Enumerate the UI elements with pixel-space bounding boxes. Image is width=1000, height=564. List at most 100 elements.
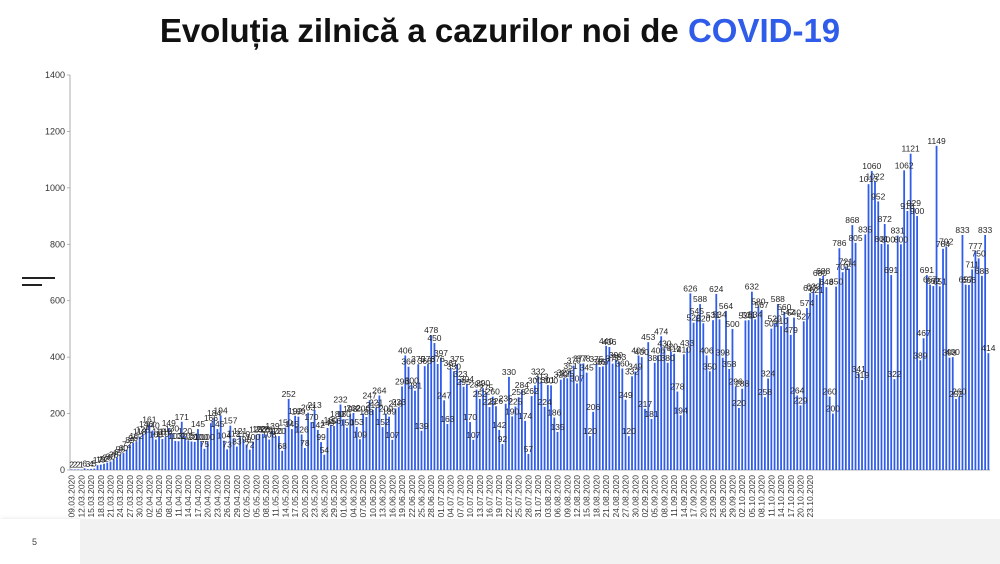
x-tick-label: 04.06.2020 [348,475,358,518]
bar [728,368,731,470]
bar [832,413,834,470]
slide-title: Evoluția zilnică a cazurilor noi de COVI… [0,12,1000,50]
bar [336,419,339,470]
bar [864,234,867,470]
bar-value-label: 397 [434,348,448,358]
x-tick-label: 14.05.2020 [280,475,290,518]
bar-value-label: 626 [683,283,697,293]
bar [984,234,987,470]
bar-value-label: 453 [641,332,655,342]
bar [90,468,92,470]
x-tick-label: 08.09.2020 [659,475,669,518]
bar [919,360,922,470]
bar-value-label: 156 [327,416,341,426]
bar-value-label: 120 [178,426,192,436]
bar-value-label: 126 [295,424,309,434]
bar [297,416,300,470]
bar [666,362,669,470]
bar-value-label: 1062 [895,160,914,170]
bar-value-label: 580 [751,296,765,306]
bar-value-label: 150 [278,418,292,428]
bar [129,444,131,470]
x-tick-label: 10.06.2020 [368,475,378,518]
bar [284,427,287,470]
bar-value-label: 120 [269,426,283,436]
bar [686,347,688,470]
bar [365,416,368,470]
bar-value-label: 202 [346,403,360,413]
x-tick-label-layer: 09.03.2020 12.03.2020 15.03.2020 18.03.2020… [67,475,816,518]
x-tick-label: 08.10.2020 [757,475,767,518]
bar [981,275,983,470]
x-tick-label: 10.07.2020 [465,475,475,518]
slide-footer [0,519,80,564]
bar [948,357,951,470]
bar-value-label: 22 [99,454,109,464]
bar-value-label: 478 [424,325,438,335]
bar-value-label: 588 [771,294,785,304]
bar-value-label: 264 [372,386,386,396]
bar-value-label: 235 [499,394,513,404]
bar-value-label: 420 [664,342,678,352]
bar [932,286,935,470]
bar-value-label: 200 [826,404,840,414]
bar-value-label: 1060 [862,161,881,171]
bar-value-label: 153 [350,417,364,427]
bar [229,425,232,470]
bar-value-label: 213 [307,400,321,410]
bar-value-label: 527 [797,311,811,321]
bar [712,320,714,470]
bar [605,345,608,470]
bar [624,399,627,470]
bar-value-label: 542 [780,307,794,317]
bar [375,407,378,470]
bar [715,293,718,470]
x-tick-label: 28.06.2020 [426,475,436,518]
bar [602,366,604,470]
bar [174,440,177,470]
bar [903,170,906,471]
bar [725,310,727,470]
bar-value-label: 145 [285,419,299,429]
bar-value-label: 545 [690,306,704,316]
bar [670,351,672,470]
x-tick-label: 14.10.2020 [776,475,786,518]
bar-value-label: 688 [975,266,989,276]
bar-value-label: 872 [878,214,892,224]
bar [589,436,591,470]
bar-value-label: 149 [320,418,334,428]
x-tick-label: 23.04.2020 [212,475,222,518]
x-tick-label: 11.05.2020 [271,475,281,517]
x-tick-label: 25.07.2020 [514,475,524,518]
bar-value-label: 92 [498,434,508,444]
bar [595,364,598,470]
bar [883,223,886,470]
x-tick-label: 05.05.2020 [251,475,261,518]
bar [443,400,446,470]
bar-value-label: 118 [133,427,147,437]
bar-value-label: 1013 [859,174,878,184]
x-tick-label: 14.09.2020 [679,475,689,518]
bar-value-label: 360 [615,358,629,368]
bar-value-label: 220 [732,398,746,408]
slide-decoration-line-short [22,284,42,286]
bar-value-label: 784 [936,239,950,249]
bar-value-label: 300 [405,375,419,385]
bar-value-label: 262 [525,386,539,396]
bar [449,368,452,470]
bar [381,427,384,470]
bar-value-label: 4 [89,459,94,469]
x-tick-label: 13.06.2020 [378,475,388,518]
x-tick-label: 02.10.2020 [737,475,747,518]
bar-value-label: 68 [277,441,287,451]
bar [793,317,795,470]
x-tick-label: 05.04.2020 [154,475,164,518]
bar [281,450,284,470]
bar-value-label: 142 [492,420,506,430]
bar [333,425,335,470]
bar-value-label: 89 [125,435,135,445]
bar-value-label: 120 [583,426,597,436]
bar [459,378,462,470]
bar [206,441,209,470]
